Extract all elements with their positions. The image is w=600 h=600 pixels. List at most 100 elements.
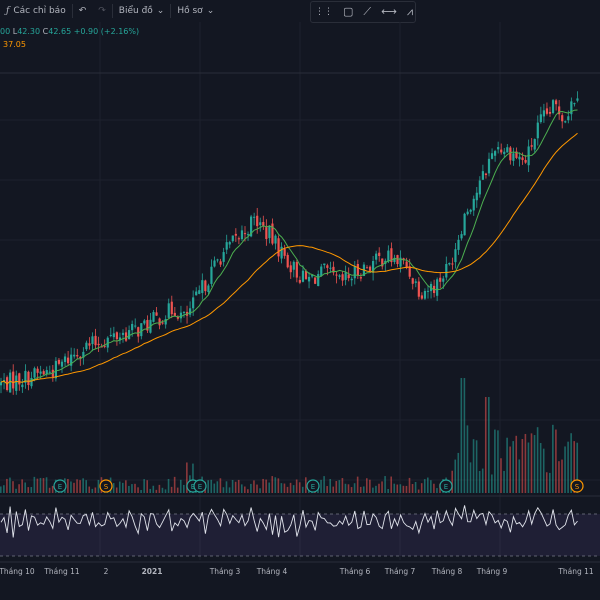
candle-body [393,257,396,262]
candle-body [128,330,131,340]
candle-body [448,262,451,265]
event-marker-label: E [198,483,202,491]
volume-bar [481,468,484,493]
redo-button[interactable]: ↷ [92,0,112,22]
volume-bar [488,397,490,493]
candle-body [378,252,381,256]
rsi-band [0,514,600,556]
chart-menu-button[interactable]: Biểu đồ ⌄ [113,0,171,22]
candle-body [243,233,247,235]
volume-bar [515,435,518,493]
ma-fast-line [0,109,578,385]
candle-body [140,323,143,337]
candle-body [73,354,76,357]
volume-bar [12,481,14,493]
indicators-button[interactable]: ƒ Các chỉ báo [0,0,72,22]
volume-bar [167,478,170,493]
drag-handle-icon[interactable]: ⋮⋮ [315,7,333,17]
volume-bar [344,483,347,493]
volume-bar [265,479,267,493]
candle-body [192,297,195,309]
candle-body [561,115,564,122]
volume-bar [347,484,350,493]
volume-bar [118,481,121,493]
candle-body [323,263,326,266]
candle-body [350,278,353,281]
candle-body [94,335,97,346]
profile-label: Hồ sơ [177,6,203,16]
candle-body [359,277,362,279]
candle-body [246,234,250,236]
path-tool-icon[interactable]: ⩘ [406,5,414,18]
candle-body [234,233,237,236]
candle-body [97,343,100,346]
candle-body [396,255,399,265]
candle-body [570,101,573,115]
volume-bar [338,480,341,493]
candle-body [42,371,45,375]
volume-bar [271,476,274,493]
undo-button[interactable]: ↶ [73,0,93,22]
volume-bar [79,480,81,493]
volume-bar [402,485,405,493]
horizontal-line-tool-icon[interactable]: ⟷ [381,5,397,18]
volume-bar [341,478,344,493]
trend-line-tool-icon[interactable]: ⟋ [363,5,372,18]
volume-bar [179,479,182,493]
volume-bar [366,478,368,493]
candle-body [222,252,225,262]
volume-bar [268,482,270,493]
candle-body [277,238,280,257]
volume-bar [42,478,45,493]
candle-body [253,216,256,218]
candle-body [131,323,134,331]
candle-body [143,320,146,324]
candle-body [201,280,204,293]
candle-body [250,216,253,237]
candle-body [387,250,390,262]
volume-bar [478,471,481,493]
candle-body [368,266,372,271]
volume-bar [390,476,392,493]
candle-body [60,361,64,367]
candle-body [198,290,201,294]
x-tick-label: Tháng 4 [256,567,288,576]
change-value: +0.90 (+2.16%) [73,27,140,36]
rectangle-tool-icon[interactable]: ▢ [343,5,354,18]
candle-body [338,275,341,277]
indicators-label: Các chỉ báo [13,6,66,16]
volume-bar [539,443,542,493]
candle-body [573,103,576,105]
candle-body [219,261,222,265]
candle-body [344,272,347,280]
volume-bar [399,484,402,493]
candle-body [304,270,308,279]
volume-bar [436,488,438,493]
candle-body [555,100,558,105]
volume-bar [454,459,457,493]
volume-bar [207,480,209,493]
candle-body [12,371,15,389]
candle-body [524,159,527,163]
volume-bar [320,479,322,493]
volume-bar [561,459,563,493]
volume-bar [524,433,527,493]
candle-body [164,318,167,325]
candle-body [469,209,472,212]
candle-body [414,281,417,283]
volume-bar [305,477,307,493]
volume-bar [494,429,496,493]
candle-body [158,318,161,326]
profile-menu-button[interactable]: Hồ sơ ⌄ [171,0,220,22]
candle-body [146,319,149,331]
volume-bar [295,479,298,493]
candle-body [167,303,170,318]
candle-body [301,270,305,282]
candle-body [320,266,323,277]
candle-body [155,312,158,316]
volume-bar [262,478,264,493]
candle-body [207,285,210,293]
candle-body [548,111,552,114]
volume-bar [323,476,325,493]
